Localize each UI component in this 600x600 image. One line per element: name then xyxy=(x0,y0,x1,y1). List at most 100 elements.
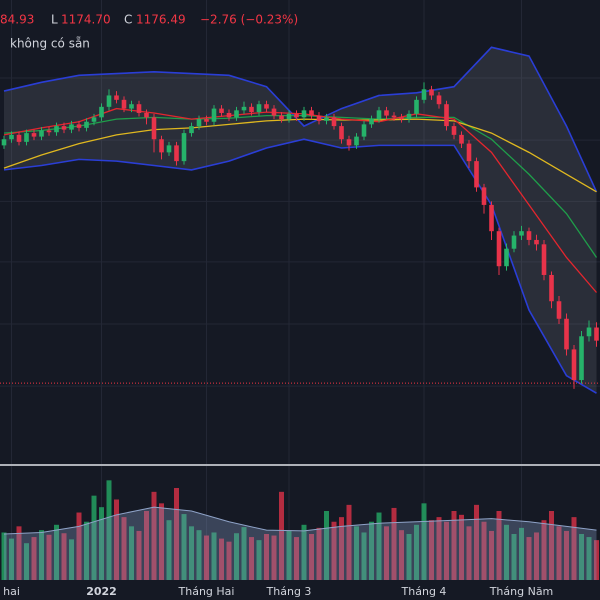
candle-body xyxy=(564,318,569,350)
header-high: 84.93 xyxy=(0,13,34,27)
volume-bar xyxy=(421,503,427,580)
candle-body xyxy=(1,139,7,146)
volume-bar xyxy=(459,514,464,580)
header-change: −2.76 (−0.23%) xyxy=(200,13,298,27)
candle-body xyxy=(241,106,247,111)
x-axis: hai 2022 Tháng Hai Tháng 3 Tháng 4 Tháng Năm xyxy=(3,585,553,598)
candle-body xyxy=(234,110,239,118)
volume-bar xyxy=(526,537,532,580)
volume-bar xyxy=(159,503,164,580)
volume-bar xyxy=(301,524,307,580)
candle-body xyxy=(519,231,524,236)
volume-bar xyxy=(594,540,599,580)
volume-bar xyxy=(451,511,457,580)
candle-body xyxy=(571,349,577,381)
volume-bar xyxy=(91,495,97,580)
volume-bar xyxy=(151,491,157,580)
candle-body xyxy=(594,327,599,341)
candle-body xyxy=(451,126,457,135)
volume-bar xyxy=(511,534,517,580)
header-low-letter: L xyxy=(51,13,58,27)
candle-body xyxy=(466,143,472,162)
volume-bar xyxy=(564,530,569,580)
candle-body xyxy=(91,117,97,122)
volume-bar xyxy=(466,526,472,580)
indicator-line xyxy=(3,138,597,394)
volume-bar xyxy=(256,540,262,580)
candle-body xyxy=(9,134,14,140)
volume-bar xyxy=(219,538,224,580)
x-tick-label: Tháng 3 xyxy=(266,585,312,598)
volume-bar xyxy=(69,539,74,580)
volume-bar xyxy=(61,533,67,580)
candle-body xyxy=(69,124,74,130)
candle-body xyxy=(586,327,592,337)
volume-bar xyxy=(181,514,187,580)
candle-body xyxy=(219,108,224,113)
volume-bar xyxy=(429,520,434,580)
candle-body xyxy=(196,119,202,127)
volume-bar xyxy=(519,527,524,580)
candle-body xyxy=(549,274,554,302)
candle-body xyxy=(534,239,539,245)
candle-body xyxy=(189,126,194,134)
candle-body xyxy=(129,104,134,109)
volume-bar xyxy=(346,504,352,580)
volume-bar xyxy=(444,521,449,580)
volume-bar xyxy=(354,526,359,580)
candle-body xyxy=(61,126,67,130)
candle-body xyxy=(151,117,157,140)
candle-body xyxy=(346,139,352,146)
candle-body xyxy=(399,117,404,120)
candle-body xyxy=(106,95,112,107)
volume-bar xyxy=(556,526,562,580)
candle-body xyxy=(249,106,254,113)
volume-ma-area xyxy=(4,507,597,580)
volume-bar xyxy=(489,530,494,580)
x-tick-label: Tháng Năm xyxy=(489,585,554,598)
candle-body xyxy=(226,112,232,118)
candle-body xyxy=(114,95,119,100)
candle-body xyxy=(459,134,464,144)
volume-bar xyxy=(316,527,322,580)
candle-body xyxy=(511,235,517,249)
candle-body xyxy=(31,133,37,137)
candle-body xyxy=(181,133,187,162)
candle-body xyxy=(204,119,209,122)
x-tick-label: Tháng 4 xyxy=(401,585,447,598)
volume-bar xyxy=(24,543,29,580)
volume-bar xyxy=(129,526,134,580)
candle-body xyxy=(256,104,262,113)
candle-body xyxy=(541,244,547,275)
candle-body xyxy=(406,113,412,120)
volume-bar xyxy=(579,534,584,580)
volume-bar xyxy=(106,480,112,580)
volume-ma-line xyxy=(3,506,597,535)
volume-bar xyxy=(39,530,44,580)
candle-body xyxy=(489,204,494,232)
header-low: 1174.70 xyxy=(61,13,111,27)
volume-bar xyxy=(294,537,299,580)
candle-body xyxy=(286,113,292,120)
candle-body xyxy=(474,161,479,188)
volume-bar xyxy=(286,530,292,580)
candle-body xyxy=(354,136,359,146)
candle-body xyxy=(264,104,269,109)
candle-body xyxy=(556,301,562,319)
grid xyxy=(0,0,600,580)
header-note: không có sẵn xyxy=(10,37,90,51)
candle-body xyxy=(136,104,142,113)
volume-bar xyxy=(114,499,119,580)
candle-body xyxy=(54,126,59,133)
candle-body xyxy=(496,231,502,267)
candle-body xyxy=(211,108,217,122)
candle-body xyxy=(369,119,374,125)
volume-bar xyxy=(309,534,314,580)
volume-bar xyxy=(234,533,239,580)
volume-bar xyxy=(384,526,389,580)
volume-bar xyxy=(571,517,577,580)
volume-bar xyxy=(391,507,397,580)
volume-bar xyxy=(361,532,367,580)
volume-bar xyxy=(46,534,52,580)
